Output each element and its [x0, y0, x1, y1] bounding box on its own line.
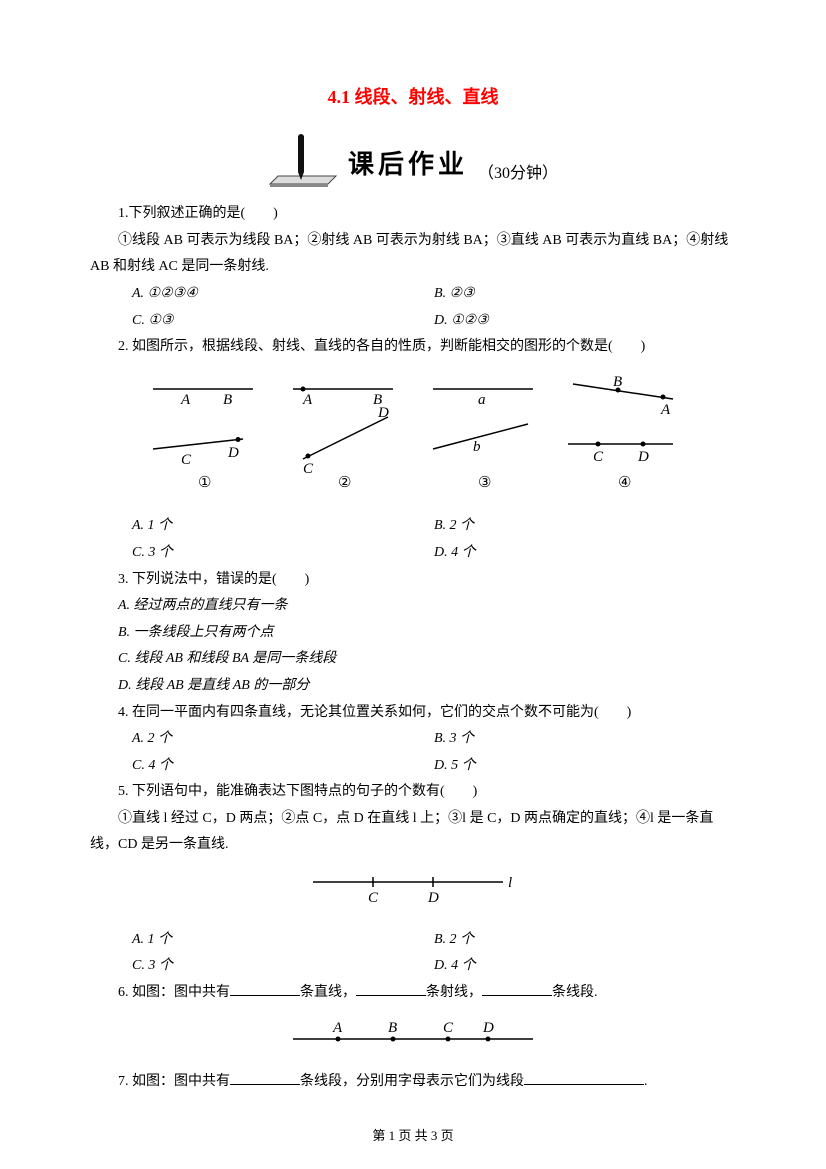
- q2-g4-C: C: [593, 449, 604, 465]
- q4-opts-row1: A. 2 个 B. 3 个: [90, 726, 736, 753]
- q2-g1-D: D: [227, 445, 239, 461]
- q3-opt-a: A. 经过两点的直线只有一条: [90, 593, 736, 620]
- q2-g2-C: C: [303, 461, 314, 477]
- q7-m1: 条线段，分别用字母表示它们为线段: [300, 1074, 524, 1089]
- q6-B: B: [388, 1020, 397, 1036]
- q6-m2: 条射线，: [426, 985, 482, 1000]
- q2-g2-A: A: [302, 392, 313, 408]
- q2-g3-b: b: [473, 439, 481, 455]
- q7-m2: .: [644, 1074, 648, 1089]
- q7-line: 7. 如图：图中共有 条线段，分别用字母表示它们为线段.: [90, 1069, 736, 1096]
- q5-opt-a: A. 1 个: [132, 927, 434, 954]
- q1-opt-c: C. ①③: [132, 308, 434, 335]
- q4-opt-b: B. 3 个: [434, 726, 736, 753]
- q7-blank2: [524, 1070, 644, 1085]
- q2-num1: ①: [198, 475, 211, 491]
- q5-diagram: C D l: [90, 867, 736, 923]
- q5-C: C: [368, 890, 379, 906]
- q4-opt-d: D. 5 个: [434, 753, 736, 780]
- q5-stem: 5. 下列语句中，能准确表达下图特点的句子的个数有( ): [90, 779, 736, 806]
- q5-opts-row1: A. 1 个 B. 2 个: [90, 927, 736, 954]
- q1-stem: 1.下列叙述正确的是( ): [90, 201, 736, 228]
- q2-num2: ②: [338, 475, 351, 491]
- q6-A: A: [332, 1020, 343, 1036]
- q4-opt-a: A. 2 个: [132, 726, 434, 753]
- q6-D: D: [482, 1020, 494, 1036]
- q2-opt-a: A. 1 个: [132, 513, 434, 540]
- pen-icon: [268, 134, 338, 189]
- q4-stem: 4. 在同一平面内有四条直线，无论其位置关系如何，它们的交点个数不可能为( ): [90, 700, 736, 727]
- homework-banner: 课后作业 （30分钟）: [90, 134, 736, 189]
- q6-C: C: [443, 1020, 454, 1036]
- q1-opts-row1: A. ①②③④ B. ②③: [90, 281, 736, 308]
- q1-opt-b: B. ②③: [434, 281, 736, 308]
- q5-l: l: [508, 875, 512, 891]
- q7-blank1: [230, 1070, 300, 1085]
- q2-opt-b: B. 2 个: [434, 513, 736, 540]
- q5-opt-b: B. 2 个: [434, 927, 736, 954]
- q1-desc: ①线段 AB 可表示为线段 BA；②射线 AB 可表示为射线 BA；③直线 AB…: [90, 228, 736, 281]
- q6-m3: 条线段.: [552, 985, 598, 1000]
- q2-opts-row1: A. 1 个 B. 2 个: [90, 513, 736, 540]
- q6-diagram: A B C D: [90, 1014, 736, 1065]
- q6-blank1: [230, 981, 300, 996]
- q2-opt-c: C. 3 个: [132, 540, 434, 567]
- q3-opt-c: C. 线段 AB 和线段 BA 是同一条线段: [90, 646, 736, 673]
- q3-opt-d: D. 线段 AB 是直线 AB 的一部分: [90, 673, 736, 700]
- q6-line: 6. 如图：图中共有 条直线， 条射线， 条线段.: [90, 980, 736, 1007]
- q2-opts-row2: C. 3 个 D. 4 个: [90, 540, 736, 567]
- q1-opt-d: D. ①②③: [434, 308, 736, 335]
- q5-opt-c: C. 3 个: [132, 953, 434, 980]
- q5-desc: ①直线 l 经过 C，D 两点；②点 C，点 D 在直线 l 上；③l 是 C，…: [90, 806, 736, 859]
- q2-g4-B: B: [613, 374, 622, 390]
- q6-m1: 条直线，: [300, 985, 356, 1000]
- page-title: 4.1 线段、射线、直线: [90, 80, 736, 114]
- q3-stem: 3. 下列说法中，错误的是( ): [90, 567, 736, 594]
- q1-opt-a: A. ①②③④: [132, 281, 434, 308]
- q2-g4-A: A: [660, 402, 671, 418]
- q2-num3: ③: [478, 475, 491, 491]
- q2-stem: 2. 如图所示，根据线段、射线、直线的各自的性质，判断能相交的图形的个数是( ): [90, 334, 736, 361]
- q2-opt-d: D. 4 个: [434, 540, 736, 567]
- q6-blank3: [482, 981, 552, 996]
- page-footer: 第 1 页 共 3 页: [0, 1124, 826, 1149]
- q5-D: D: [427, 890, 439, 906]
- banner-time: （30分钟）: [478, 159, 558, 189]
- q7-pre: 7. 如图：图中共有: [118, 1074, 230, 1089]
- q2-g1-A: A: [180, 392, 191, 408]
- q5-opt-d: D. 4 个: [434, 953, 736, 980]
- banner-text: 课后作业: [348, 140, 468, 189]
- q6-pre: 6. 如图：图中共有: [118, 985, 230, 1000]
- q2-g3-a: a: [478, 392, 486, 408]
- q1-opts-row2: C. ①③ D. ①②③: [90, 308, 736, 335]
- q2-g1-B: B: [223, 392, 232, 408]
- q2-g1-C: C: [181, 452, 192, 468]
- q4-opts-row2: C. 4 个 D. 5 个: [90, 753, 736, 780]
- q2-g2-D: D: [377, 405, 389, 421]
- page: 4.1 线段、射线、直线 课后作业 （30分钟） 1.下列叙述正确的是( ) ①…: [0, 0, 826, 1169]
- q2-g4-D: D: [637, 449, 649, 465]
- q6-blank2: [356, 981, 426, 996]
- q2-num4: ④: [618, 475, 631, 491]
- q5-opts-row2: C. 3 个 D. 4 个: [90, 953, 736, 980]
- q4-opt-c: C. 4 个: [132, 753, 434, 780]
- q3-opt-b: B. 一条线段上只有两个点: [90, 620, 736, 647]
- q2-diagram: A B C D ① A B D C ②: [90, 369, 736, 510]
